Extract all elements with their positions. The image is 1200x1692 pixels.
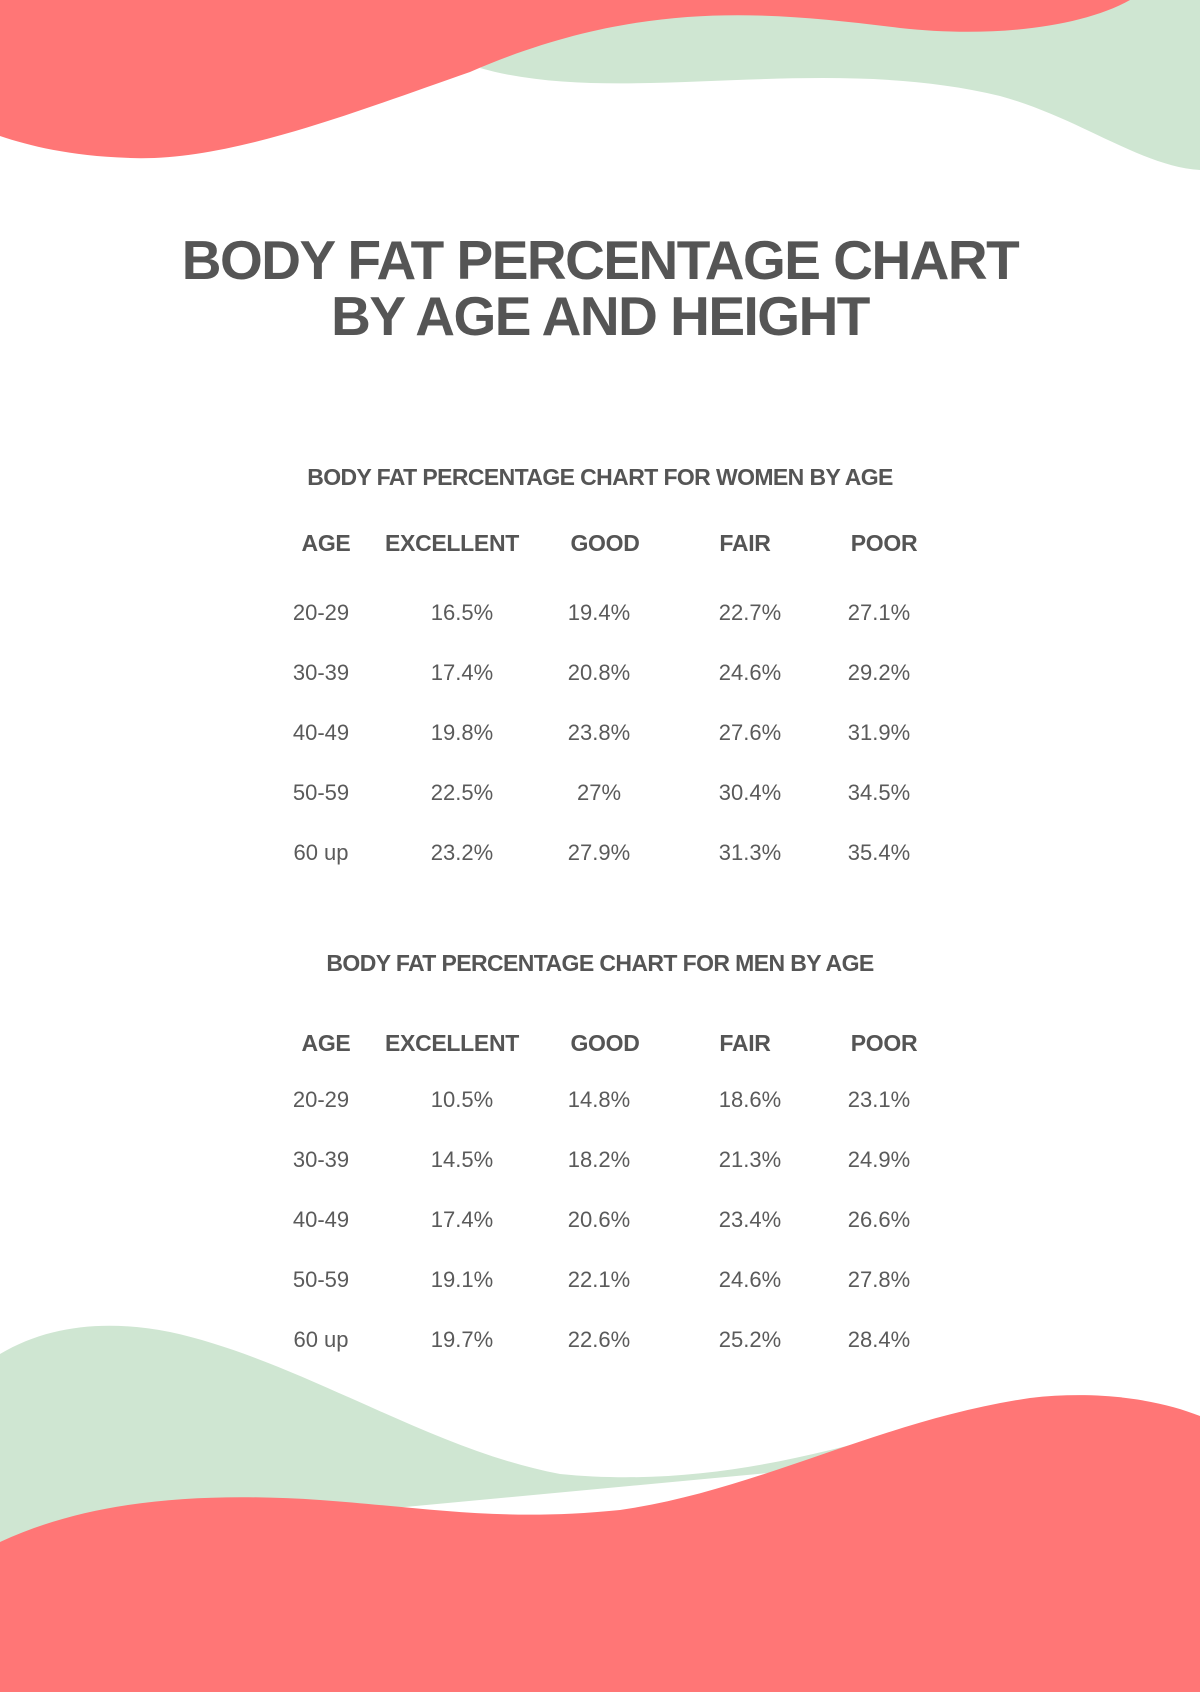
column-header-fair: FAIR: [719, 1030, 771, 1056]
table-cell-fair: 24.6%: [718, 660, 782, 685]
table-cell-good: 20.8%: [567, 660, 631, 685]
men-table-title: BODY FAT PERCENTAGE CHART FOR MEN BY AGE: [326, 950, 874, 976]
table-cell-fair: 27.6%: [718, 720, 782, 745]
table-cell-poor: 27.1%: [847, 600, 911, 625]
table-cell-excellent: 19.7%: [430, 1327, 494, 1352]
table-cell-fair: 30.4%: [718, 780, 782, 805]
page-title-line-1: BODY FAT PERCENTAGE CHART: [181, 229, 1020, 291]
table-row: 30-39 17.4% 20.8% 24.6% 29.2%: [0, 660, 1200, 694]
table-cell-age: 20-29: [292, 600, 350, 625]
women-table-title: BODY FAT PERCENTAGE CHART FOR WOMEN BY A…: [307, 464, 893, 490]
page-title: BODY FAT PERCENTAGE CHART BY AGE AND HEI…: [0, 232, 1200, 344]
table-cell-excellent: 22.5%: [430, 780, 494, 805]
page-title-line-2: BY AGE AND HEIGHT: [331, 285, 870, 347]
column-header-poor: POOR: [850, 1030, 918, 1056]
column-header-age: AGE: [301, 530, 351, 556]
column-header-poor: POOR: [850, 530, 918, 556]
table-cell-age: 30-39: [292, 1147, 350, 1172]
table-cell-poor: 28.4%: [847, 1327, 911, 1352]
table-cell-good: 18.2%: [567, 1147, 631, 1172]
table-row: 30-39 14.5% 18.2% 21.3% 24.9%: [0, 1147, 1200, 1181]
column-header-excellent: EXCELLENT: [384, 530, 520, 556]
table-cell-good: 19.4%: [567, 600, 631, 625]
table-cell-age: 20-29: [292, 1087, 350, 1112]
table-cell-poor: 26.6%: [847, 1207, 911, 1232]
column-header-good: GOOD: [570, 1030, 640, 1056]
table-row: 40-49 17.4% 20.6% 23.4% 26.6%: [0, 1207, 1200, 1241]
table-cell-fair: 22.7%: [718, 600, 782, 625]
table-cell-age: 50-59: [292, 1267, 350, 1292]
women-table-header-row: AGE EXCELLENT GOOD FAIR POOR: [0, 530, 1200, 564]
table-cell-age: 30-39: [292, 660, 350, 685]
table-cell-excellent: 17.4%: [430, 660, 494, 685]
table-cell-good: 22.6%: [567, 1327, 631, 1352]
table-row: 20-29 10.5% 14.8% 18.6% 23.1%: [0, 1087, 1200, 1121]
table-cell-good: 14.8%: [567, 1087, 631, 1112]
table-cell-fair: 24.6%: [718, 1267, 782, 1292]
bottom-mint-wave: [0, 1325, 920, 1545]
men-table-header-row: AGE EXCELLENT GOOD FAIR POOR: [0, 1030, 1200, 1064]
table-cell-fair: 25.2%: [718, 1327, 782, 1352]
table-cell-excellent: 19.1%: [430, 1267, 494, 1292]
table-cell-poor: 23.1%: [847, 1087, 911, 1112]
table-cell-poor: 29.2%: [847, 660, 911, 685]
table-cell-excellent: 10.5%: [430, 1087, 494, 1112]
top-mint-wave: [480, 0, 1200, 170]
table-cell-age: 40-49: [292, 720, 350, 745]
column-header-good: GOOD: [570, 530, 640, 556]
table-row: 60 up 19.7% 22.6% 25.2% 28.4%: [0, 1327, 1200, 1361]
table-cell-good: 27.9%: [567, 840, 631, 865]
table-cell-poor: 24.9%: [847, 1147, 911, 1172]
table-cell-poor: 35.4%: [847, 840, 911, 865]
bottom-wave-decoration: [0, 1325, 1200, 1692]
table-cell-age: 50-59: [292, 780, 350, 805]
table-cell-age: 60 up: [293, 840, 349, 865]
table-cell-age: 40-49: [292, 1207, 350, 1232]
table-row: 40-49 19.8% 23.8% 27.6% 31.9%: [0, 720, 1200, 754]
table-cell-good: 27%: [576, 780, 622, 805]
table-cell-excellent: 17.4%: [430, 1207, 494, 1232]
table-cell-excellent: 16.5%: [430, 600, 494, 625]
table-cell-good: 20.6%: [567, 1207, 631, 1232]
table-cell-fair: 31.3%: [718, 840, 782, 865]
bottom-coral-wave: [0, 1395, 1200, 1692]
table-cell-age: 60 up: [293, 1327, 349, 1352]
column-header-excellent: EXCELLENT: [384, 1030, 520, 1056]
column-header-fair: FAIR: [719, 530, 771, 556]
table-cell-good: 23.8%: [567, 720, 631, 745]
table-cell-fair: 18.6%: [718, 1087, 782, 1112]
table-cell-poor: 34.5%: [847, 780, 911, 805]
table-cell-excellent: 14.5%: [430, 1147, 494, 1172]
table-cell-excellent: 19.8%: [430, 720, 494, 745]
table-row: 60 up 23.2% 27.9% 31.3% 35.4%: [0, 840, 1200, 874]
table-row: 50-59 19.1% 22.1% 24.6% 27.8%: [0, 1267, 1200, 1301]
table-cell-excellent: 23.2%: [430, 840, 494, 865]
table-cell-poor: 27.8%: [847, 1267, 911, 1292]
table-cell-fair: 21.3%: [718, 1147, 782, 1172]
table-row: 20-29 16.5% 19.4% 22.7% 27.1%: [0, 600, 1200, 634]
top-wave-decoration: [0, 0, 1200, 170]
column-header-age: AGE: [301, 1030, 351, 1056]
table-cell-good: 22.1%: [567, 1267, 631, 1292]
table-cell-fair: 23.4%: [718, 1207, 782, 1232]
table-cell-poor: 31.9%: [847, 720, 911, 745]
table-row: 50-59 22.5% 27% 30.4% 34.5%: [0, 780, 1200, 814]
top-coral-wave: [0, 0, 1130, 159]
